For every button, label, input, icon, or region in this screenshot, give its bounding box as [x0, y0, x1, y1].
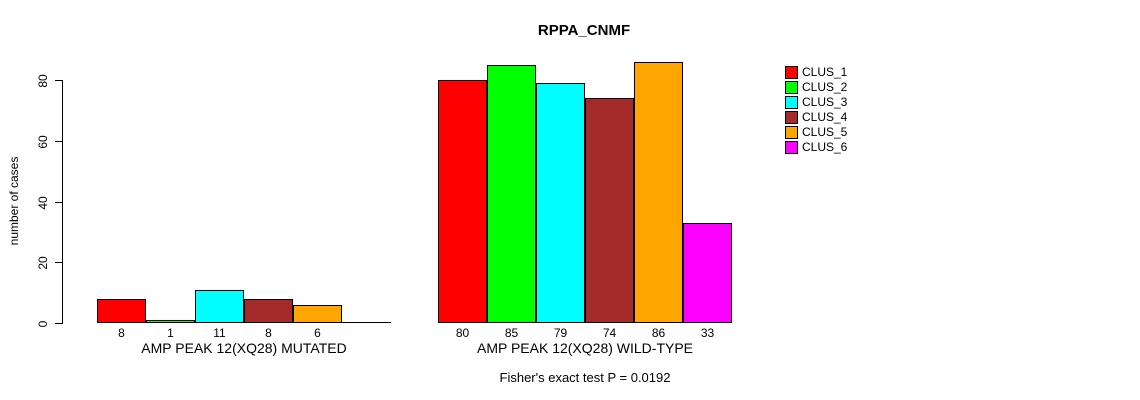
y-axis-line	[62, 80, 63, 324]
legend-swatch-clus_5	[785, 126, 798, 139]
bar-clus_1-group0	[97, 299, 146, 323]
legend-swatch-clus_3	[785, 96, 798, 109]
y-axis-tick	[55, 323, 62, 324]
bar-clus_2-group1	[487, 65, 536, 323]
bar-value-label: 85	[504, 326, 519, 340]
y-axis-tick	[55, 80, 62, 81]
bar-clus_4-group0	[244, 299, 293, 323]
bar-value-label: 74	[602, 326, 617, 340]
bar-value-label: 33	[700, 326, 715, 340]
bar-value-label: 86	[651, 326, 666, 340]
legend-label-clus_6: CLUS_6	[802, 140, 848, 154]
bar-value-label: 8	[118, 326, 125, 340]
bar-value-label: 80	[455, 326, 470, 340]
fisher-test-note: Fisher's exact test P = 0.0192	[499, 370, 671, 385]
legend-label-clus_1: CLUS_1	[802, 65, 848, 79]
legend-label-clus_3: CLUS_3	[802, 95, 848, 109]
bar-clus_2-group0	[146, 320, 195, 323]
bar-value-label: 79	[553, 326, 568, 340]
legend-swatch-clus_4	[785, 111, 798, 124]
legend-label-clus_4: CLUS_4	[802, 110, 848, 124]
legend-label-clus_2: CLUS_2	[802, 80, 848, 94]
bar-value-label: 6	[314, 326, 321, 340]
chart-title: RPPA_CNMF	[537, 22, 631, 39]
bar-value-label: 8	[265, 326, 272, 340]
group-label-mutated: AMP PEAK 12(XQ28) MUTATED	[141, 340, 347, 356]
y-axis-label: number of cases	[7, 156, 21, 246]
y-axis-tick	[55, 141, 62, 142]
y-axis-tick-label: 40	[36, 195, 50, 210]
y-axis-tick-label: 60	[36, 134, 50, 149]
bar-clus_3-group1	[536, 83, 585, 323]
legend-swatch-clus_1	[785, 66, 798, 79]
legend-label-clus_5: CLUS_5	[802, 125, 848, 139]
bar-clus_5-group1	[634, 62, 683, 323]
legend-swatch-clus_2	[785, 81, 798, 94]
y-axis-tick-label: 80	[36, 73, 50, 88]
bar-clus_6-group1	[683, 223, 732, 323]
bar-value-label: 1	[167, 326, 174, 340]
group-label-wildtype: AMP PEAK 12(XQ28) WILD-TYPE	[476, 340, 694, 356]
y-axis-tick	[55, 262, 62, 263]
y-axis-tick-label: 0	[36, 320, 50, 327]
y-axis-tick-label: 20	[36, 255, 50, 270]
bar-clus_5-group0	[293, 305, 342, 323]
bar-clus_4-group1	[585, 98, 634, 323]
bar-clus_1-group1	[438, 80, 487, 323]
legend-swatch-clus_6	[785, 141, 798, 154]
bar-value-label: 11	[213, 326, 226, 340]
bar-clus_3-group0	[195, 290, 244, 323]
y-axis-tick	[55, 202, 62, 203]
